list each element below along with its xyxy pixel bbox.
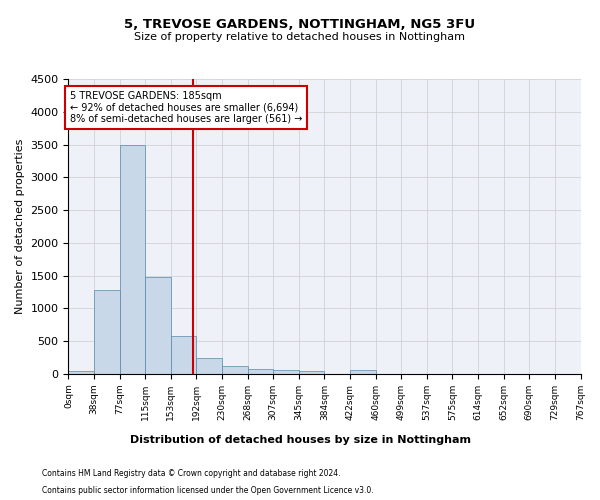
Bar <box>248 368 273 374</box>
Bar <box>222 366 248 374</box>
Y-axis label: Number of detached properties: Number of detached properties <box>15 139 25 314</box>
Text: Contains public sector information licensed under the Open Government Licence v3: Contains public sector information licen… <box>42 486 374 495</box>
Text: Size of property relative to detached houses in Nottingham: Size of property relative to detached ho… <box>134 32 466 42</box>
Bar <box>145 277 171 374</box>
Bar <box>68 372 94 374</box>
Text: Distribution of detached houses by size in Nottingham: Distribution of detached houses by size … <box>130 435 470 445</box>
Bar <box>171 336 196 374</box>
Text: 5 TREVOSE GARDENS: 185sqm
← 92% of detached houses are smaller (6,694)
8% of sem: 5 TREVOSE GARDENS: 185sqm ← 92% of detac… <box>70 91 302 124</box>
Bar <box>350 370 376 374</box>
Bar <box>94 290 119 374</box>
Bar <box>119 144 145 374</box>
Bar <box>196 358 222 374</box>
Text: 5, TREVOSE GARDENS, NOTTINGHAM, NG5 3FU: 5, TREVOSE GARDENS, NOTTINGHAM, NG5 3FU <box>124 18 476 30</box>
Text: Contains HM Land Registry data © Crown copyright and database right 2024.: Contains HM Land Registry data © Crown c… <box>42 468 341 477</box>
Bar <box>273 370 299 374</box>
Bar <box>299 371 325 374</box>
